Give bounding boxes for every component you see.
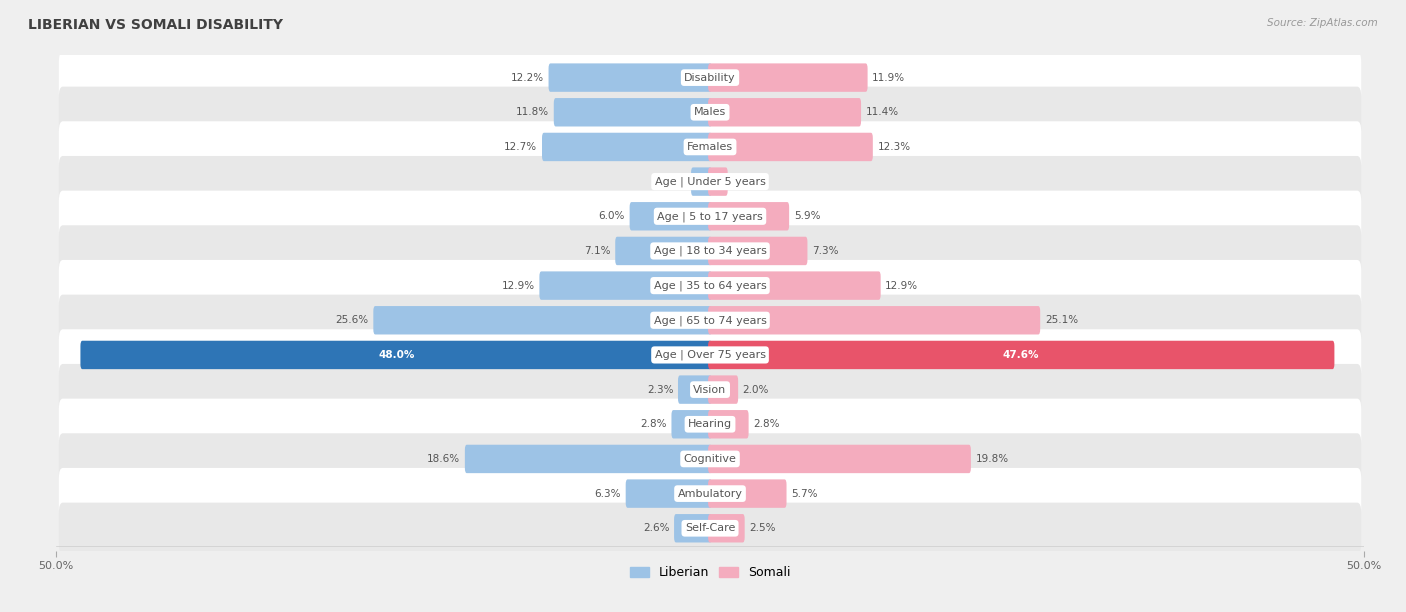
FancyBboxPatch shape	[59, 52, 1361, 103]
Text: Age | 5 to 17 years: Age | 5 to 17 years	[657, 211, 763, 222]
Text: 5.7%: 5.7%	[792, 488, 818, 499]
FancyBboxPatch shape	[59, 121, 1361, 173]
Text: 12.9%: 12.9%	[886, 281, 918, 291]
Text: 47.6%: 47.6%	[1002, 350, 1039, 360]
FancyBboxPatch shape	[59, 156, 1361, 207]
Text: 11.9%: 11.9%	[872, 73, 905, 83]
Text: 18.6%: 18.6%	[427, 454, 460, 464]
FancyBboxPatch shape	[709, 202, 789, 231]
FancyBboxPatch shape	[548, 64, 711, 92]
FancyBboxPatch shape	[709, 306, 1040, 335]
Text: Hearing: Hearing	[688, 419, 733, 429]
FancyBboxPatch shape	[709, 168, 728, 196]
Text: 48.0%: 48.0%	[378, 350, 415, 360]
Text: 25.1%: 25.1%	[1045, 315, 1078, 325]
Text: 25.6%: 25.6%	[336, 315, 368, 325]
Text: 11.4%: 11.4%	[866, 107, 898, 118]
FancyBboxPatch shape	[465, 445, 711, 473]
Text: 2.3%: 2.3%	[647, 384, 673, 395]
FancyBboxPatch shape	[59, 260, 1361, 312]
FancyBboxPatch shape	[541, 133, 711, 161]
FancyBboxPatch shape	[59, 364, 1361, 416]
Text: Cognitive: Cognitive	[683, 454, 737, 464]
Text: 2.5%: 2.5%	[749, 523, 776, 533]
FancyBboxPatch shape	[59, 294, 1361, 346]
Text: Age | Over 75 years: Age | Over 75 years	[655, 349, 765, 360]
FancyBboxPatch shape	[59, 468, 1361, 519]
Text: 6.3%: 6.3%	[595, 488, 621, 499]
Text: 12.2%: 12.2%	[510, 73, 544, 83]
FancyBboxPatch shape	[59, 502, 1361, 554]
FancyBboxPatch shape	[709, 133, 873, 161]
FancyBboxPatch shape	[709, 410, 748, 438]
FancyBboxPatch shape	[709, 271, 880, 300]
Text: Source: ZipAtlas.com: Source: ZipAtlas.com	[1267, 18, 1378, 28]
Text: 5.9%: 5.9%	[794, 211, 820, 222]
FancyBboxPatch shape	[709, 479, 786, 508]
FancyBboxPatch shape	[616, 237, 711, 265]
Text: Age | 18 to 34 years: Age | 18 to 34 years	[654, 245, 766, 256]
Text: 1.2%: 1.2%	[733, 177, 759, 187]
FancyBboxPatch shape	[59, 329, 1361, 381]
Text: Ambulatory: Ambulatory	[678, 488, 742, 499]
FancyBboxPatch shape	[709, 514, 745, 542]
FancyBboxPatch shape	[678, 375, 711, 404]
Text: 2.0%: 2.0%	[742, 384, 769, 395]
Text: 12.7%: 12.7%	[505, 142, 537, 152]
FancyBboxPatch shape	[59, 398, 1361, 450]
FancyBboxPatch shape	[59, 87, 1361, 138]
FancyBboxPatch shape	[630, 202, 711, 231]
Text: Self-Care: Self-Care	[685, 523, 735, 533]
FancyBboxPatch shape	[672, 410, 711, 438]
FancyBboxPatch shape	[59, 190, 1361, 242]
FancyBboxPatch shape	[709, 64, 868, 92]
Text: 12.9%: 12.9%	[502, 281, 534, 291]
FancyBboxPatch shape	[374, 306, 711, 335]
FancyBboxPatch shape	[540, 271, 711, 300]
Text: Age | Under 5 years: Age | Under 5 years	[655, 176, 765, 187]
Text: 7.1%: 7.1%	[583, 246, 610, 256]
Legend: Liberian, Somali: Liberian, Somali	[624, 561, 796, 584]
Text: 7.3%: 7.3%	[813, 246, 838, 256]
Text: Vision: Vision	[693, 384, 727, 395]
Text: LIBERIAN VS SOMALI DISABILITY: LIBERIAN VS SOMALI DISABILITY	[28, 18, 283, 32]
Text: Age | 65 to 74 years: Age | 65 to 74 years	[654, 315, 766, 326]
Text: 1.3%: 1.3%	[659, 177, 686, 187]
FancyBboxPatch shape	[80, 341, 711, 369]
FancyBboxPatch shape	[709, 375, 738, 404]
Text: 19.8%: 19.8%	[976, 454, 1008, 464]
Text: Disability: Disability	[685, 73, 735, 83]
FancyBboxPatch shape	[692, 168, 711, 196]
Text: 2.8%: 2.8%	[640, 419, 666, 429]
FancyBboxPatch shape	[59, 433, 1361, 485]
FancyBboxPatch shape	[709, 98, 860, 127]
Text: 6.0%: 6.0%	[599, 211, 626, 222]
FancyBboxPatch shape	[626, 479, 711, 508]
Text: Females: Females	[688, 142, 733, 152]
Text: Age | 35 to 64 years: Age | 35 to 64 years	[654, 280, 766, 291]
Text: 11.8%: 11.8%	[516, 107, 550, 118]
FancyBboxPatch shape	[673, 514, 711, 542]
FancyBboxPatch shape	[59, 225, 1361, 277]
FancyBboxPatch shape	[709, 445, 972, 473]
FancyBboxPatch shape	[554, 98, 711, 127]
Text: 2.6%: 2.6%	[643, 523, 669, 533]
Text: 2.8%: 2.8%	[754, 419, 780, 429]
FancyBboxPatch shape	[709, 237, 807, 265]
Text: Males: Males	[695, 107, 725, 118]
FancyBboxPatch shape	[709, 341, 1334, 369]
Text: 12.3%: 12.3%	[877, 142, 911, 152]
